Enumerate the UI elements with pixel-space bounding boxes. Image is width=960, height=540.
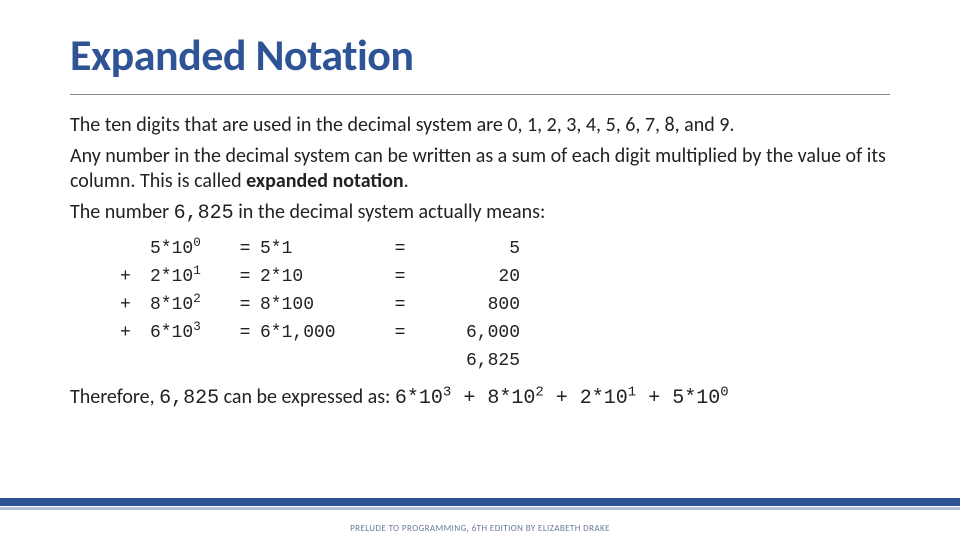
equals-icon: = <box>380 236 420 264</box>
calc-row: + 6*103 = 6*1,000 = 6,000 <box>120 320 890 348</box>
equals-icon: = <box>380 292 420 320</box>
concl-expression: 6*103 + 8*102 + 2*101 + 5*100 <box>395 387 729 410</box>
equals-icon: = <box>230 320 260 348</box>
mid-cell: 5*1 <box>260 236 380 264</box>
calc-row: 5*100 = 5*1 = 5 <box>120 236 890 264</box>
equals-icon: = <box>230 236 260 264</box>
slide: Expanded Notation The ten digits that ar… <box>0 0 960 540</box>
lhs-cell: 2*101 <box>150 264 230 292</box>
page-title: Expanded Notation <box>70 28 890 82</box>
paragraph-2: Any number in the decimal system can be … <box>70 144 890 194</box>
mid-cell: 8*100 <box>260 292 380 320</box>
equals-icon: = <box>380 320 420 348</box>
mid-cell: 6*1,000 <box>260 320 380 348</box>
footer-stripe <box>0 507 960 510</box>
exponent: 1 <box>193 264 201 278</box>
calc-total-row: 6,825 <box>120 348 890 376</box>
result-cell: 5 <box>420 236 520 264</box>
exponent: 3 <box>193 320 201 334</box>
exponent: 0 <box>193 236 201 250</box>
paragraph-1: The ten digits that are used in the deci… <box>70 113 890 138</box>
footer-band <box>0 498 960 506</box>
concl-lead: Therefore, <box>70 385 159 409</box>
calc-row: + 2*101 = 2*10 = 20 <box>120 264 890 292</box>
lhs-cell: 8*102 <box>150 292 230 320</box>
para2-tail: . <box>404 169 409 193</box>
plus-cell: + <box>120 264 150 292</box>
para3-lead: The number <box>70 200 174 224</box>
coef: 8*10 <box>150 295 193 315</box>
result-cell: 800 <box>420 292 520 320</box>
concl-mid: can be expressed as: <box>219 385 395 409</box>
plus-cell: + <box>120 292 150 320</box>
equals-icon: = <box>230 292 260 320</box>
expansion-table: 5*100 = 5*1 = 5 + 2*101 = 2*10 = 20 + 8*… <box>120 236 890 375</box>
expanded-notation-term: expanded notation <box>246 169 403 193</box>
para2-lead: Any number in the decimal system can be … <box>70 144 886 193</box>
para3-tail: in the decimal system actually means: <box>234 200 546 224</box>
equals-icon: = <box>230 264 260 292</box>
lhs-cell: 6*103 <box>150 320 230 348</box>
paragraph-3: The number 6,825 in the decimal system a… <box>70 200 890 226</box>
concl-number: 6,825 <box>159 387 219 410</box>
result-cell: 20 <box>420 264 520 292</box>
result-cell: 6,000 <box>420 320 520 348</box>
mid-cell: 2*10 <box>260 264 380 292</box>
coef: 5*10 <box>150 239 193 259</box>
exponent: 2 <box>193 292 201 306</box>
total-cell: 6,825 <box>420 348 520 376</box>
footer-text: PRELUDE TO PROGRAMMING, 6TH EDITION BY E… <box>0 523 960 534</box>
coef: 6*10 <box>150 323 193 343</box>
calc-row: + 8*102 = 8*100 = 800 <box>120 292 890 320</box>
plus-cell: + <box>120 320 150 348</box>
title-rule <box>70 94 890 95</box>
equals-icon: = <box>380 264 420 292</box>
lhs-cell: 5*100 <box>150 236 230 264</box>
para3-number: 6,825 <box>174 202 234 225</box>
coef: 2*10 <box>150 267 193 287</box>
conclusion: Therefore, 6,825 can be expressed as: 6*… <box>70 385 890 410</box>
